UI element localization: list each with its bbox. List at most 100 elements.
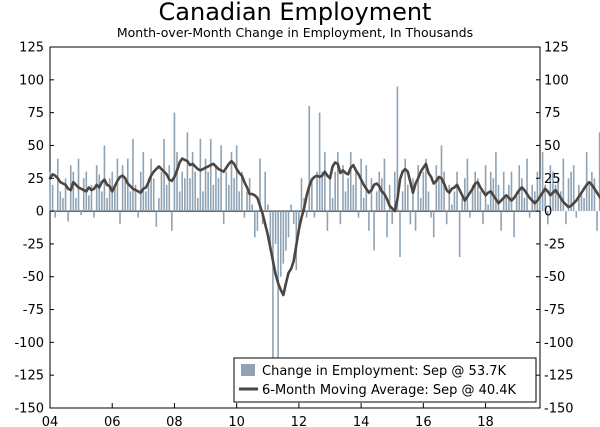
bar-111 [336,152,339,212]
y-tick-label-left: -75 [23,303,44,318]
bar-108 [329,178,331,212]
legend-swatch-bar [241,364,255,376]
bar-52 [184,178,186,212]
plot-frame [49,46,541,409]
bar-90 [282,211,285,264]
bar-68 [225,171,228,212]
bar-123 [368,211,370,231]
bar-18 [95,165,98,212]
bar-113 [342,165,344,212]
bar-154 [448,184,451,212]
bar-136 [401,191,404,212]
bar-186 [531,184,534,212]
bar-120 [360,158,362,212]
bar-27 [119,211,121,225]
bar-201 [570,171,572,212]
bar-43 [160,171,163,212]
bar-92 [287,211,290,238]
bar-155 [451,204,453,212]
bar-160 [464,178,466,212]
bar-79 [254,211,256,238]
bar-70 [230,152,233,212]
bar-119 [357,211,360,218]
y-tick-label-right: -150 [544,402,574,417]
y-tick-label-left: 75 [27,106,44,121]
bar-41 [155,211,158,227]
bar-105 [321,171,324,212]
bar-150 [438,178,440,212]
bar-158 [458,211,461,258]
y-tick-label-right: 125 [544,41,569,56]
bar-37 [145,191,147,212]
bar-125 [373,211,375,251]
x-tick-label: 08 [166,415,183,427]
bar-100 [308,106,311,212]
bar-161 [466,158,469,212]
bar-56 [194,171,196,212]
bar-159 [461,197,464,212]
bar-203 [575,211,578,218]
bar-205 [580,191,583,212]
bar-106 [324,152,326,212]
bar-101 [311,178,313,212]
bar-183 [523,197,526,212]
legend: Change in Employment: Sep @ 53.7K 6-Mont… [233,357,537,403]
bar-66 [220,145,222,212]
bar-44 [163,138,165,212]
bar-209 [591,171,593,212]
y-tick-label-right: -50 [544,270,565,285]
bar-15 [88,195,90,212]
bar-59 [202,191,204,212]
bar-62 [209,138,212,212]
x-tick-label: 14 [353,415,370,427]
bar-167 [482,211,484,225]
y-tick-label-left: 25 [27,172,44,187]
bar-107 [326,211,329,231]
bar-76 [246,191,248,212]
bar-202 [572,165,575,212]
bar-168 [484,165,487,212]
bar-60 [204,158,207,212]
bar-3 [56,158,59,212]
x-tick-label: 12 [291,415,308,427]
bar-176 [505,197,508,212]
bar-1 [51,184,54,212]
bar-53 [186,132,189,212]
bar-50 [178,191,181,212]
bar-80 [256,211,259,231]
bar-128 [381,178,383,212]
bar-103 [316,171,318,212]
bar-55 [191,152,194,212]
x-tick-label: 16 [415,415,432,427]
bar-104 [318,112,321,212]
y-tick-label-right: 0 [544,205,552,220]
bar-9 [72,171,75,212]
bar-45 [165,184,168,212]
bar-190 [541,152,544,212]
bar-21 [103,145,106,212]
bar-185 [528,211,531,218]
bar-121 [362,197,365,212]
bar-102 [313,211,316,218]
bar-142 [417,165,419,212]
bar-19 [98,174,101,212]
bar-200 [567,178,570,212]
bar-72 [235,145,238,212]
bar-99 [305,211,308,218]
bar-187 [534,191,536,212]
bar-126 [375,191,378,212]
bar-197 [559,191,562,212]
bar-65 [217,178,220,212]
bar-48 [173,112,176,212]
bar-57 [196,197,199,212]
y-tick-label-left: 100 [19,73,44,88]
bar-87 [274,211,277,244]
bar-12 [80,211,82,216]
bar-4 [59,191,62,212]
bar-0 [49,171,51,212]
bar-17 [93,211,95,218]
bar-212 [598,132,600,212]
bar-116 [349,152,352,212]
bar-134 [396,86,399,212]
bar-83 [264,171,266,212]
